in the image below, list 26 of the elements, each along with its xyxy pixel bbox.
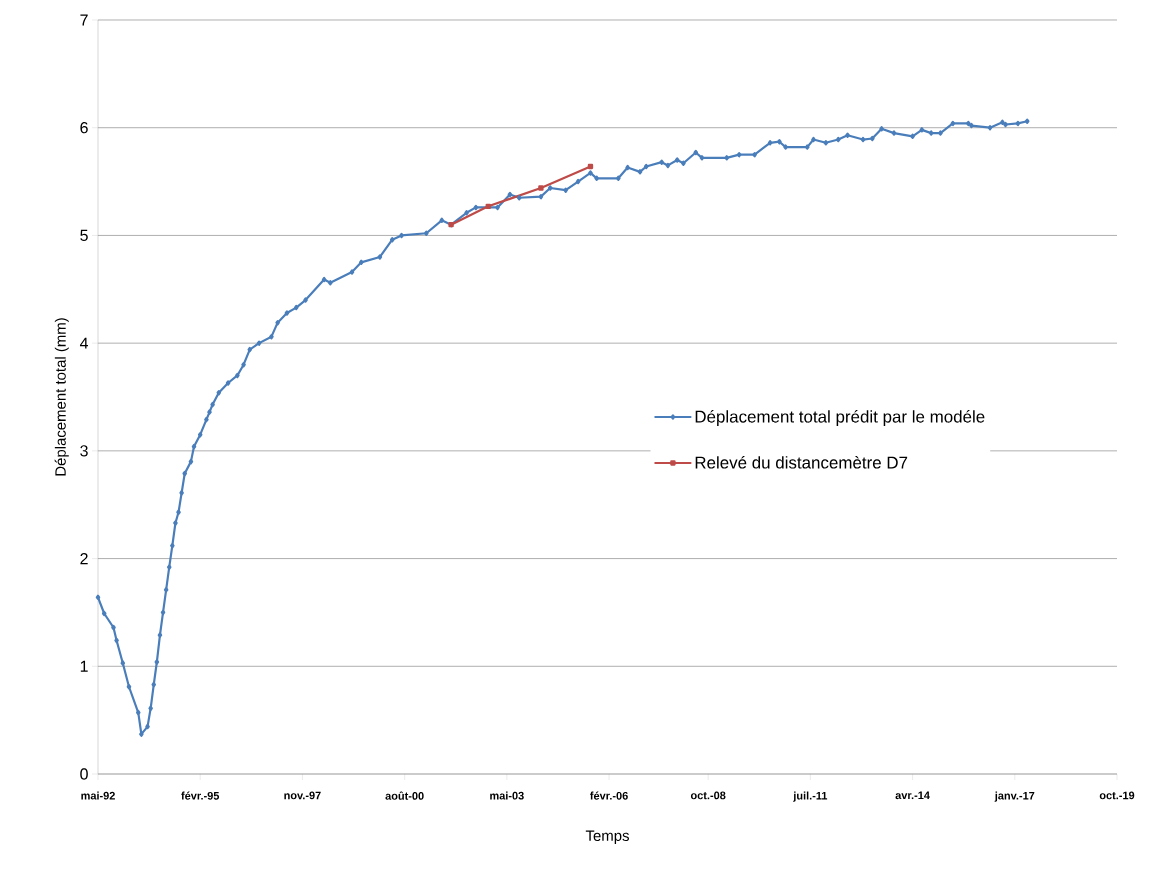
x-tick-label: avr.-14 <box>895 791 930 800</box>
x-tick-label: janv.-17 <box>994 791 1035 802</box>
x-tick-label: févr.-06 <box>590 791 628 800</box>
y-tick-label: 4 <box>79 337 89 349</box>
y-tick-label: 1 <box>80 660 88 672</box>
y-tick-label: 5 <box>80 229 88 241</box>
x-tick-label: févr.-95 <box>181 791 220 800</box>
y-tick-label: 3 <box>80 445 88 457</box>
x-tick-label: nov.-97 <box>284 791 321 800</box>
point <box>538 185 544 191</box>
x-tick-label: oct.-19 <box>1099 791 1135 800</box>
y-tick-label: 0 <box>80 768 88 780</box>
x-tick-label: oct.-08 <box>690 791 726 800</box>
x-tick-label: mai-03 <box>490 791 524 800</box>
y-tick-label: 2 <box>80 553 88 565</box>
x-tick-label: mai-92 <box>81 791 115 800</box>
y-tick-label: 7 <box>80 14 88 26</box>
point <box>587 163 594 170</box>
x-tick-label: juil.-11 <box>793 791 828 802</box>
legend-label: Déplacement total prédit par le modéle <box>695 410 985 427</box>
point <box>485 203 491 210</box>
y-tick-label: 6 <box>80 122 88 134</box>
legend-label: Relevé du distancemètre D7 <box>695 455 908 469</box>
x-tick-label: août-00 <box>385 791 424 800</box>
x-axis-title: Temps <box>585 830 629 844</box>
y-axis-title: Déplacement total (mm) <box>54 318 69 476</box>
